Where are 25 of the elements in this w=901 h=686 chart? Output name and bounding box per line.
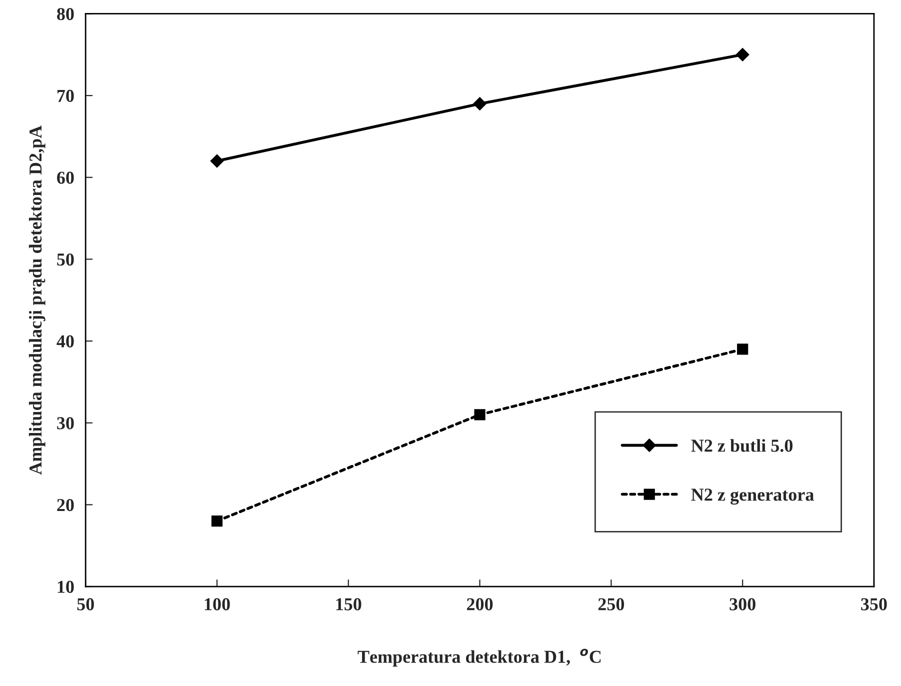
y-tick-label: 70 <box>57 90 74 102</box>
y-tick-label: 20 <box>57 498 74 512</box>
point <box>473 97 486 110</box>
y-tick-label: 60 <box>57 172 74 184</box>
y-tick-label: 40 <box>56 335 74 348</box>
x-tick-label: 300 <box>730 598 756 610</box>
y-tick-label: 30 <box>57 417 74 430</box>
x-tick-label: 50 <box>77 598 94 610</box>
legend-label: N2 z butli 5.0 <box>691 439 793 452</box>
legend-label: N2 z generatora <box>691 488 814 505</box>
point <box>736 48 750 62</box>
point <box>211 516 223 527</box>
x-tick-label: 100 <box>204 598 230 610</box>
x-axis-title: Temperatura detektora D1, $^{o}$C <box>358 648 601 667</box>
point <box>474 409 486 420</box>
y-tick-label: 80 <box>57 8 74 20</box>
y-tick-label: 10 <box>58 580 74 593</box>
y-axis-title: Amplituda modulacji prądu detektora D2,pA <box>28 125 46 475</box>
y-tick-label: 50 <box>57 253 74 266</box>
x-tick-label: 350 <box>861 598 887 610</box>
point <box>210 154 224 168</box>
x-tick-label: 250 <box>598 598 624 610</box>
x-tick-label: 200 <box>467 598 493 610</box>
x-tick-label: 150 <box>336 598 362 610</box>
point <box>737 344 748 355</box>
